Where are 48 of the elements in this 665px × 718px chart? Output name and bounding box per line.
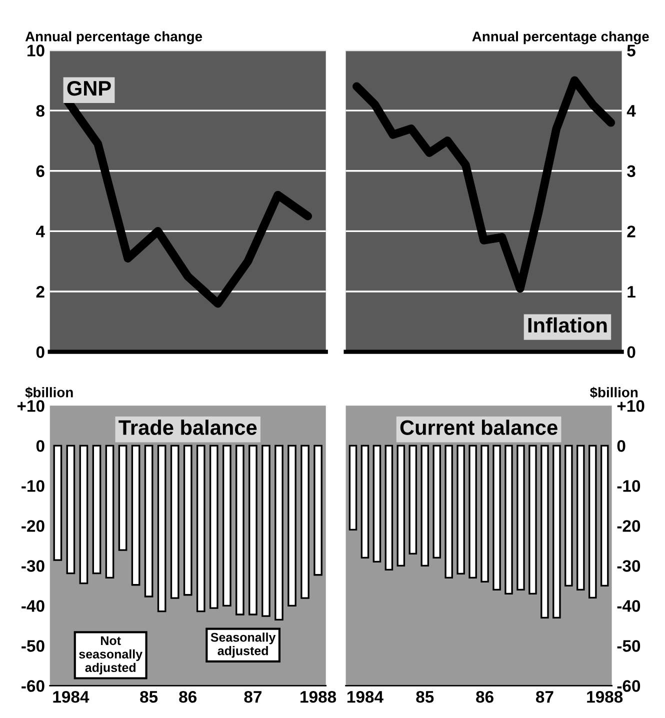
y-tick-label: -20 — [22, 520, 44, 532]
y-tick-label: 6 — [36, 165, 44, 178]
y-tick-label: -30 — [22, 560, 44, 572]
y-tick-label: -40 — [22, 600, 44, 612]
y-tick-label: 5 — [627, 44, 636, 56]
annotation: Not seasonally adjusted — [79, 636, 142, 674]
y-tick-label: -60 — [617, 680, 640, 692]
y-tick-label: 0 — [627, 346, 636, 358]
y-tick-label: 2 — [36, 286, 44, 298]
y-tick-label: 0 — [36, 346, 44, 358]
y-tick-label: -20 — [617, 520, 640, 532]
y-tick-label: +10 — [17, 400, 44, 412]
y-axis-title: $billion — [25, 386, 73, 398]
x-tick-label: 86 — [476, 690, 494, 703]
text: Inflation — [528, 317, 607, 333]
x-tick-label: 87 — [244, 690, 262, 703]
x-tick-label: 1984 — [347, 690, 384, 703]
x-tick-label: 1984 — [53, 690, 90, 703]
y-axis-title: Annual percentage change — [472, 31, 649, 44]
y-tick-label: -30 — [617, 560, 640, 572]
y-tick-label: 4 — [626, 105, 636, 117]
y-tick-label: 0 — [36, 440, 44, 452]
y-tick-label: +10 — [617, 400, 644, 412]
y-axis-title: $billion — [590, 386, 638, 398]
x-tick-label: 85 — [140, 690, 158, 703]
y-tick-label: 10 — [28, 44, 44, 56]
annotation: Seasonally adjusted — [210, 632, 276, 658]
y-axis-title: Annual percentage change — [25, 31, 202, 44]
y-tick-label: 4 — [36, 226, 45, 238]
y-tick-label: -10 — [617, 480, 640, 492]
y-tick-label: 8 — [36, 104, 45, 117]
y-tick-label: 3 — [627, 165, 636, 178]
y-tick-label: -40 — [617, 600, 640, 612]
y-tick-label: 0 — [617, 440, 626, 452]
text: Current balance — [400, 420, 558, 435]
x-tick-label: 1988 — [587, 690, 623, 703]
x-tick-label: 1988 — [300, 690, 336, 703]
y-tick-label: -60 — [22, 680, 44, 692]
y-tick-label: 2 — [627, 226, 636, 238]
text: GNP — [67, 80, 111, 96]
x-tick-label: 86 — [179, 690, 197, 703]
x-tick-label: 87 — [536, 690, 554, 703]
text: Trade balance — [118, 420, 257, 435]
y-tick-label: -50 — [617, 640, 640, 652]
x-tick-label: 85 — [416, 690, 434, 703]
y-tick-label: 1 — [628, 286, 636, 298]
y-tick-label: -50 — [22, 640, 44, 652]
y-tick-label: -10 — [22, 480, 44, 492]
